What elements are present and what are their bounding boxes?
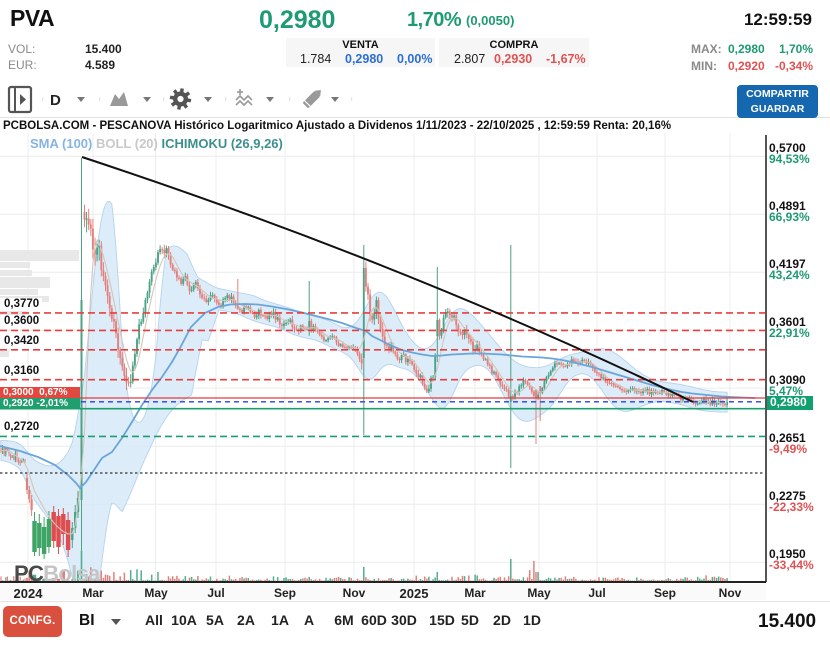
svg-text:D: D (50, 92, 61, 109)
